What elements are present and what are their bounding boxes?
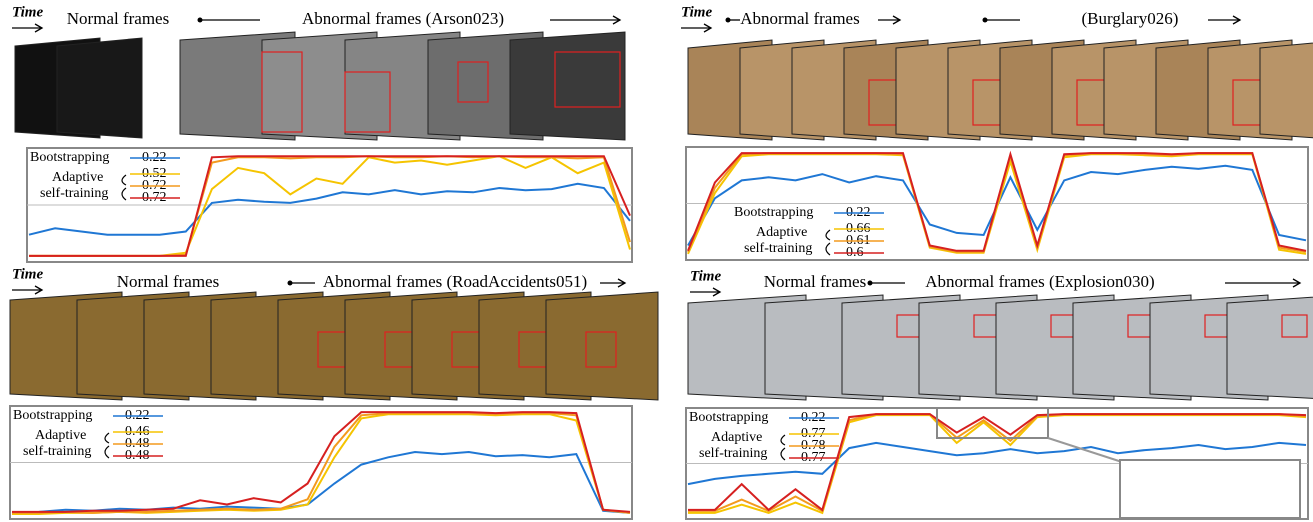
score-line xyxy=(12,413,631,515)
score-line xyxy=(28,182,631,236)
arrow-head xyxy=(1292,278,1302,288)
legend-group: Adaptive xyxy=(52,170,103,185)
anomaly-box xyxy=(261,51,303,133)
caption: Abnormal frames (Explosion030) xyxy=(925,272,1154,291)
time-label: Time xyxy=(681,4,712,20)
legend-label: Bootstrapping xyxy=(30,150,109,165)
video-frame xyxy=(509,31,626,141)
legend-group: self-training xyxy=(40,186,108,201)
anomaly-box xyxy=(344,71,391,133)
time-label: Time xyxy=(690,268,721,284)
caption: Normal frames xyxy=(67,9,169,28)
legend-group: self-training xyxy=(23,444,91,459)
time-label: Time xyxy=(12,4,43,20)
score-line xyxy=(11,450,631,514)
legend-brace xyxy=(104,432,110,459)
legend-label: Bootstrapping xyxy=(734,205,813,220)
caption: Abnormal frames (RoadAccidents051) xyxy=(323,272,587,291)
anomaly-box xyxy=(554,51,621,108)
legend-group: Adaptive xyxy=(35,428,86,443)
caption: (Burglary026) xyxy=(1082,9,1179,28)
video-frame xyxy=(56,37,143,139)
legend-group: self-training xyxy=(699,446,767,461)
score-line xyxy=(12,411,631,513)
legend-brace xyxy=(825,229,831,256)
zoom-inset xyxy=(1119,459,1301,519)
arrow-head xyxy=(34,285,44,295)
anomaly-box xyxy=(585,331,617,368)
legend-brace xyxy=(121,174,127,201)
legend-group: Adaptive xyxy=(711,430,762,445)
score-line xyxy=(29,155,631,257)
arrow-head xyxy=(612,15,622,25)
arrow-head xyxy=(34,23,44,33)
anomaly-box xyxy=(457,61,489,103)
time-label: Time xyxy=(12,266,43,282)
caption: Abnormal frames xyxy=(740,9,859,28)
zoom-region xyxy=(936,407,1049,439)
caption: Normal frames xyxy=(117,272,219,291)
arrow-head xyxy=(1232,15,1242,25)
arrow-head xyxy=(712,287,722,297)
video-frame xyxy=(1226,296,1313,399)
legend-label: Bootstrapping xyxy=(689,410,768,425)
video-frame xyxy=(545,291,659,401)
score-line xyxy=(688,413,1307,512)
arrow-head xyxy=(892,15,902,25)
legend-label: Bootstrapping xyxy=(13,408,92,423)
anomaly-box xyxy=(1281,314,1308,338)
caption: Normal frames xyxy=(764,272,866,291)
legend-brace xyxy=(780,434,786,461)
score-line xyxy=(687,441,1307,486)
legend-group: Adaptive xyxy=(756,225,807,240)
legend-group: self-training xyxy=(744,241,812,256)
score-line xyxy=(687,150,1307,252)
score-line xyxy=(29,155,631,257)
arrow-head xyxy=(703,23,713,33)
video-frame xyxy=(1259,42,1313,139)
arrow-head xyxy=(617,278,627,288)
zoom-connector xyxy=(1047,437,1123,463)
caption: Abnormal frames (Arson023) xyxy=(302,9,504,28)
score-line xyxy=(29,155,631,257)
